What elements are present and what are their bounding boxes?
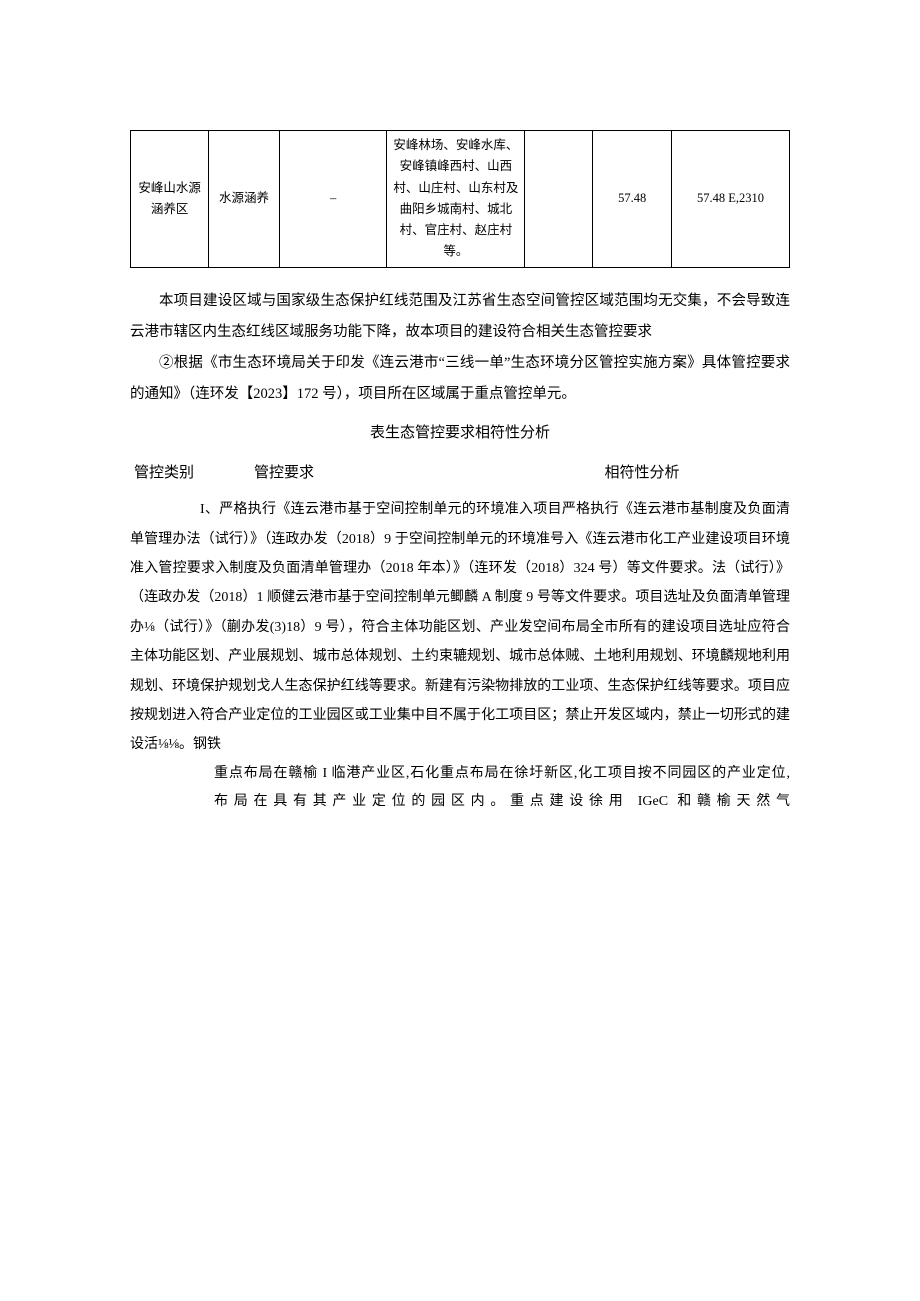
- tail-line-2: 布局在具有其产业定位的园区内。重点建设徐用 IGeC 和赣榆天然气: [214, 788, 790, 816]
- header-requirement: 管控要求: [254, 458, 494, 490]
- header-analysis: 相符性分析: [494, 458, 790, 490]
- cell-coord: 57.48 E,2310: [671, 131, 789, 268]
- analysis-tail: 重点布局在赣榆 I 临港产业区,石化重点布局在徐圩新区,化工项目按不同园区的产业…: [214, 760, 790, 816]
- cell-type: 水源涵养: [209, 131, 279, 268]
- cell-zone-name: 安峰山水源涵养区: [131, 131, 209, 268]
- cell-empty: [525, 131, 593, 268]
- cell-scope: 安峰林场、安峰水库、安峰镇峰西村、山西村、山庄村、山东村及曲阳乡城南村、城北村、…: [387, 131, 525, 268]
- eco-zone-table: 安峰山水源涵养区 水源涵养 – 安峰林场、安峰水库、安峰镇峰西村、山西村、山庄村…: [130, 130, 790, 268]
- analysis-body-text: I、严格执行《连云港市基于空间控制单元的环境准入项目严格执行《连云港市基制度及负…: [130, 495, 790, 760]
- document-page: 安峰山水源涵养区 水源涵养 – 安峰林场、安峰水库、安峰镇峰西村、山西村、山庄村…: [0, 0, 920, 1301]
- paragraph-2: ②根据《市生态环境局关于印发《连云港市“三线一单”生态环境分区管控实施方案》具体…: [130, 348, 790, 410]
- table-row: 安峰山水源涵养区 水源涵养 – 安峰林场、安峰水库、安峰镇峰西村、山西村、山庄村…: [131, 131, 790, 268]
- analysis-body: I、严格执行《连云港市基于空间控制单元的环境准入项目严格执行《连云港市基制度及负…: [130, 495, 790, 760]
- paragraph-1: 本项目建设区域与国家级生态保护红线范围及江苏省生态空间管控区域范围均无交集，不会…: [130, 286, 790, 348]
- section-title: 表生态管控要求相符性分析: [130, 418, 790, 450]
- cell-dash: –: [279, 131, 387, 268]
- analysis-header-row: 管控类别 管控要求 相符性分析: [130, 458, 790, 490]
- cell-area: 57.48: [593, 131, 671, 268]
- tail-line-1: 重点布局在赣榆 I 临港产业区,石化重点布局在徐圩新区,化工项目按不同园区的产业…: [214, 760, 790, 788]
- header-category: 管控类别: [130, 458, 254, 490]
